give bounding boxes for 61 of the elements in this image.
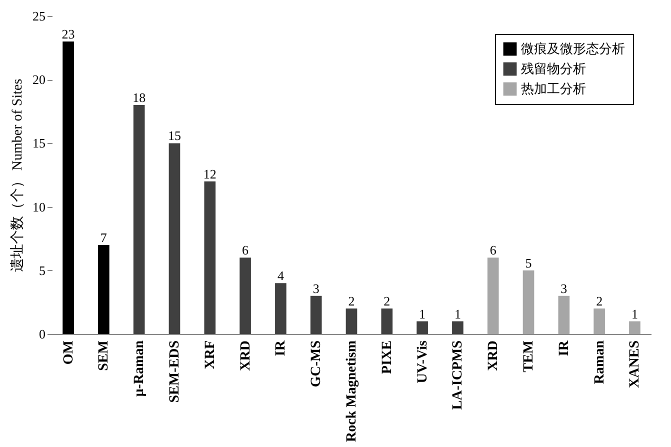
y-axis-title: 遗址个数（个） Number of Sites bbox=[10, 78, 26, 272]
x-tick-label: μ-Raman bbox=[132, 340, 148, 397]
bar bbox=[452, 321, 464, 334]
data-label: 3 bbox=[312, 280, 320, 296]
x-tick-label: SEM bbox=[96, 340, 112, 371]
legend-label: 热加工分析 bbox=[521, 81, 586, 96]
data-label: 18 bbox=[132, 90, 146, 106]
x-tick-label: Raman bbox=[592, 340, 608, 384]
data-label: 2 bbox=[348, 294, 355, 309]
x-tick-label: GC-MS bbox=[309, 340, 324, 388]
data-label: 15 bbox=[168, 128, 181, 144]
data-label: 12 bbox=[203, 166, 216, 182]
y-tick-label: 10 bbox=[32, 199, 46, 214]
data-label: 2 bbox=[596, 294, 603, 309]
bar bbox=[240, 258, 251, 334]
data-label: 6 bbox=[242, 242, 250, 258]
bar bbox=[310, 296, 322, 334]
data-label: 2 bbox=[384, 294, 390, 309]
bar bbox=[381, 308, 393, 334]
x-tick-label: SEM-EDS bbox=[167, 340, 182, 403]
data-label: 3 bbox=[560, 280, 568, 296]
y-tick-label: 15 bbox=[32, 136, 46, 151]
x-tick-label: XRD bbox=[486, 340, 502, 371]
bar bbox=[133, 105, 145, 334]
data-label: 7 bbox=[100, 230, 108, 245]
bar bbox=[346, 308, 358, 334]
data-label: 1 bbox=[454, 306, 461, 322]
data-label: 4 bbox=[277, 268, 284, 284]
data-label: 6 bbox=[490, 242, 497, 258]
bar bbox=[168, 143, 180, 334]
bar bbox=[629, 321, 640, 334]
bar bbox=[487, 258, 499, 334]
x-tick-label: Rock Magnetism bbox=[344, 340, 360, 442]
data-label: 5 bbox=[525, 255, 532, 270]
legend-label: 残留物分析 bbox=[521, 61, 586, 76]
y-tick-label: 20 bbox=[32, 72, 46, 88]
bar bbox=[98, 244, 110, 334]
x-tick-label: UV-Vis bbox=[415, 340, 430, 384]
x-tick-label: XANES bbox=[628, 340, 643, 388]
bar bbox=[416, 321, 428, 334]
bar bbox=[522, 270, 534, 334]
bar bbox=[594, 308, 605, 334]
x-tick-label: LA-ICPMS bbox=[450, 340, 466, 410]
bar bbox=[558, 296, 570, 334]
x-tick-label: IR bbox=[274, 340, 289, 356]
bar bbox=[62, 41, 74, 334]
bar bbox=[275, 283, 286, 334]
x-tick-label: TEM bbox=[522, 340, 537, 372]
x-tick-label: XRD bbox=[238, 340, 254, 371]
x-tick-label: OM bbox=[61, 340, 76, 365]
y-tick-label: 0 bbox=[39, 326, 46, 342]
data-label: 1 bbox=[631, 306, 638, 322]
x-tick-label: XRF bbox=[202, 340, 218, 370]
bar bbox=[204, 181, 216, 334]
x-tick-label: PIXE bbox=[380, 340, 395, 374]
data-label: 1 bbox=[419, 306, 426, 322]
y-tick-label: 5 bbox=[39, 262, 46, 278]
legend-label: 微痕及微形态分析 bbox=[521, 41, 625, 56]
y-tick-label: 25 bbox=[32, 8, 46, 24]
x-tick-label: IR bbox=[556, 340, 572, 356]
data-label: 23 bbox=[62, 26, 75, 42]
